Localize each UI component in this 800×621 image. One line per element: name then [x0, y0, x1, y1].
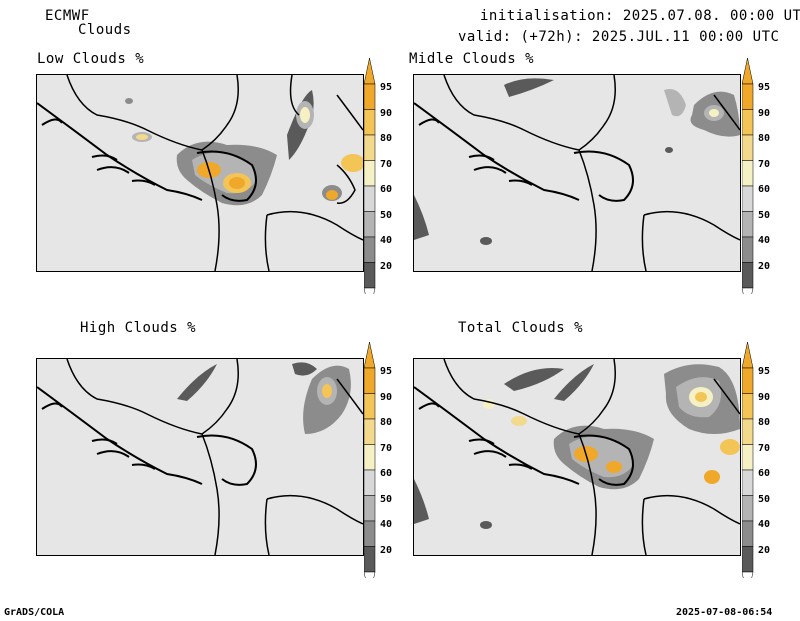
- colorbar-band: [742, 185, 754, 212]
- colorbar-band: [364, 134, 376, 161]
- colorbar-band: [364, 211, 376, 238]
- colorbar-label: 95: [380, 82, 393, 93]
- colorbar-middle: 95 90 80 70 60 50 40 20: [742, 58, 782, 294]
- colorbar-low: 95 90 80 70 60 50 40 20: [364, 58, 404, 294]
- colorbar-label: 70: [758, 442, 771, 454]
- colorbar-band: [742, 495, 754, 522]
- colorbar-label: 40: [380, 519, 393, 530]
- colorbar-svg: [742, 58, 754, 294]
- colorbar-label: 90: [380, 107, 393, 119]
- colorbar-label: 50: [380, 493, 393, 505]
- valid-time: valid: (+72h): 2025.JUL.11 00:00 UTC: [458, 29, 780, 45]
- colorbar-band: [742, 444, 754, 471]
- map-panel-middle: [413, 74, 741, 272]
- colorbar-bottom-triangle: [364, 571, 376, 578]
- colorbar-label: 95: [758, 366, 771, 377]
- model-name: ECMWF: [45, 8, 90, 24]
- colorbar-label: 60: [758, 468, 771, 479]
- colorbar-band: [364, 444, 376, 471]
- colorbar-label: 70: [758, 158, 771, 170]
- colorbar-band: [742, 393, 754, 420]
- colorbar-bottom-triangle: [364, 287, 376, 294]
- colorbar-band: [364, 393, 376, 420]
- colorbar-label: 60: [380, 468, 393, 479]
- colorbar-band: [742, 236, 754, 263]
- colorbar-label: 40: [380, 235, 393, 246]
- colorbar-bottom-triangle: [742, 571, 754, 578]
- panel-title-middle: Midle Clouds %: [409, 51, 535, 67]
- colorbar-label: 20: [380, 260, 393, 272]
- colorbar-high: 95 90 80 70 60 50 40 20: [364, 342, 404, 578]
- colorbar-top-triangle: [364, 342, 376, 369]
- colorbar-label: 50: [380, 209, 393, 221]
- colorbar-label: 40: [758, 235, 771, 246]
- colorbar-band: [742, 418, 754, 445]
- colorbar-band: [364, 262, 376, 289]
- colorbar-band: [742, 211, 754, 238]
- map-panel-high: [36, 358, 364, 556]
- colorbar-label: 20: [380, 544, 393, 556]
- map-panel-low: [36, 74, 364, 272]
- colorbar-band: [742, 83, 754, 110]
- colorbar-label: 90: [380, 391, 393, 403]
- panel-title-low: Low Clouds %: [37, 51, 145, 67]
- colorbar-label: 20: [758, 260, 771, 272]
- product-name: Clouds: [78, 22, 132, 38]
- colorbar-label: 80: [380, 133, 393, 144]
- map-low: [37, 75, 363, 271]
- colorbar-svg: [742, 342, 754, 578]
- colorbar-label: 60: [758, 184, 771, 195]
- colorbar-band: [742, 134, 754, 161]
- map-panel-total: [413, 358, 741, 556]
- panel-title-total: Total Clouds %: [458, 320, 584, 336]
- colorbar-label: 50: [758, 209, 771, 221]
- colorbar-band: [742, 262, 754, 289]
- colorbar-label: 50: [758, 493, 771, 505]
- map-high: [37, 359, 363, 555]
- colorbar-band: [364, 520, 376, 547]
- colorbar-top-triangle: [364, 58, 376, 85]
- colorbar-svg: [364, 58, 376, 294]
- colorbar-label: 90: [758, 107, 771, 119]
- colorbar-band: [742, 546, 754, 573]
- colorbar-band: [742, 520, 754, 547]
- colorbar-band: [364, 495, 376, 522]
- map-total: [414, 359, 740, 555]
- colorbar-label: 40: [758, 519, 771, 530]
- colorbar-svg: [364, 342, 376, 578]
- colorbar-label: 70: [380, 442, 393, 454]
- colorbar-label: 90: [758, 391, 771, 403]
- colorbar-bottom-triangle: [742, 287, 754, 294]
- colorbar-label: 20: [758, 544, 771, 556]
- colorbar-band: [742, 160, 754, 187]
- colorbar-band: [364, 418, 376, 445]
- colorbar-band: [364, 185, 376, 212]
- colorbar-label: 60: [380, 184, 393, 195]
- colorbar-band: [364, 109, 376, 136]
- colorbar-label: 70: [380, 158, 393, 170]
- colorbar-band: [364, 469, 376, 496]
- panel-title-high: High Clouds %: [80, 320, 197, 336]
- colorbar-top-triangle: [742, 342, 754, 369]
- colorbar-band: [742, 367, 754, 394]
- colorbar-band: [364, 546, 376, 573]
- colorbar-label: 95: [758, 82, 771, 93]
- colorbar-total: 95 90 80 70 60 50 40 20: [742, 342, 782, 578]
- colorbar-band: [364, 160, 376, 187]
- map-middle: [414, 75, 740, 271]
- colorbar-label: 80: [380, 417, 393, 428]
- footer-credit: GrADS/COLA: [4, 607, 65, 618]
- colorbar-band: [364, 367, 376, 394]
- colorbar-label: 95: [380, 366, 393, 377]
- colorbar-band: [742, 109, 754, 136]
- colorbar-band: [742, 469, 754, 496]
- colorbar-label: 80: [758, 133, 771, 144]
- colorbar-top-triangle: [742, 58, 754, 85]
- colorbar-label: 80: [758, 417, 771, 428]
- footer-timestamp: 2025-07-08-06:54: [676, 607, 773, 618]
- init-time: initialisation: 2025.07.08. 00:00 UTC: [480, 8, 800, 24]
- colorbar-band: [364, 83, 376, 110]
- colorbar-band: [364, 236, 376, 263]
